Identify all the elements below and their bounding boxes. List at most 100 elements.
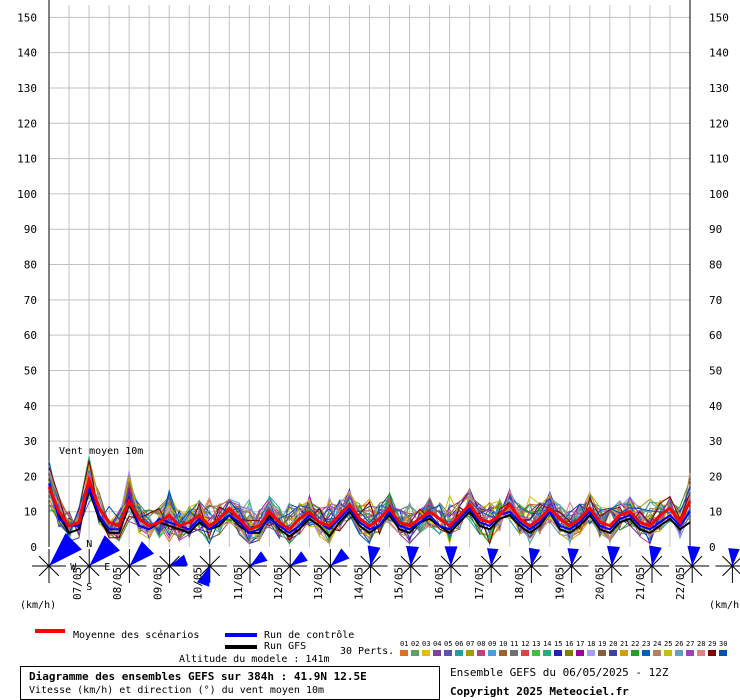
pert-legend-number: 24 — [653, 640, 662, 648]
wind-wedge — [567, 548, 579, 566]
pert-legend-number: 26 — [675, 640, 684, 648]
pert-legend-number: 29 — [708, 640, 717, 648]
legend-gfs-swatch — [225, 645, 257, 649]
y-tick-label-left: 40 — [24, 400, 37, 413]
y-tick-label-right: 20 — [709, 470, 722, 483]
pert-legend-number: 03 — [422, 640, 431, 648]
wind-wedge — [367, 545, 381, 566]
wind-roses: N S E W — [32, 533, 740, 593]
x-date-label: 11/05 — [232, 567, 245, 600]
y-tick-label-right: 50 — [709, 364, 722, 377]
y-tick-label-left: 100 — [17, 188, 37, 201]
wind-rose — [313, 548, 350, 583]
wind-rose — [514, 547, 549, 583]
pert-legend-swatch — [488, 650, 496, 656]
wind-rose — [152, 549, 188, 583]
y-tick-label-left: 30 — [24, 435, 37, 448]
series-label: Vent moyen 10m — [59, 446, 144, 457]
pert-legend-number: 17 — [576, 640, 585, 648]
x-date-label: 19/05 — [553, 567, 566, 600]
pert-legend-swatch — [576, 650, 584, 656]
pert-legend-swatch — [554, 650, 562, 656]
pert-legend-number: 28 — [697, 640, 706, 648]
compass-letter: E — [104, 562, 110, 573]
wind-wedge — [89, 535, 120, 566]
pert-legend-swatch — [422, 650, 430, 656]
pert-line — [48, 477, 691, 545]
legend-mean-label: Moyenne des scénarios — [73, 630, 200, 641]
y-tick-label-right: 90 — [709, 223, 722, 236]
pert-legend-swatch — [499, 650, 507, 656]
pert-legend-number: 07 — [466, 640, 475, 648]
y-tick-label-right: 130 — [709, 82, 729, 95]
legend-mean-swatch — [35, 629, 65, 633]
pert-legend-number: 22 — [631, 640, 640, 648]
pert-legend-number: 04 — [433, 640, 442, 648]
y-tick-label-right: 140 — [709, 47, 729, 60]
wind-rose — [353, 545, 388, 583]
y-tick-label-left: 110 — [17, 153, 37, 166]
y-tick-label-right: 0 — [709, 541, 716, 554]
wind-wedge — [649, 545, 662, 566]
pert-legend-number: 11 — [510, 640, 519, 648]
wind-rose — [273, 549, 308, 583]
wind-wedge — [330, 548, 350, 566]
x-date-label: 13/05 — [312, 567, 325, 600]
wind-rose — [434, 546, 468, 583]
wind-rose — [192, 549, 227, 587]
pert-legend-swatch — [543, 650, 551, 656]
y-tick-label-left: 0 — [30, 541, 37, 554]
wind-rose — [233, 549, 268, 583]
wind-rose — [594, 545, 629, 583]
x-date-label: 07/05 — [71, 567, 84, 600]
wind-wedge — [528, 547, 541, 566]
wind-wedge — [687, 545, 701, 566]
x-date-label: 17/05 — [473, 567, 486, 600]
x-date-label: 10/05 — [192, 567, 205, 600]
y-tick-label-left: 120 — [17, 117, 37, 130]
wind-rose — [554, 548, 589, 583]
info-box-title: Diagramme des ensembles GEFS sur 384h : … — [29, 670, 367, 683]
x-date-label: 16/05 — [433, 567, 446, 600]
pert-legend-number: 15 — [554, 640, 563, 648]
pert-legend-number: 16 — [565, 640, 574, 648]
pert-legend-number: 06 — [455, 640, 464, 648]
pert-legend-number: 23 — [642, 640, 651, 648]
wind-rose — [393, 545, 428, 583]
chart-grid — [48, 0, 691, 547]
wind-wedge — [444, 546, 458, 566]
y-axis-left: 0 10 20 30 40 50 60 70 80 90 100 110 120 130 140 150 — [17, 11, 37, 554]
pert-legend-swatch — [664, 650, 672, 656]
pert-legend-number: 05 — [444, 640, 453, 648]
legend-gfs-label: Run GFS — [264, 641, 307, 652]
y-tick-label-left: 10 — [24, 506, 37, 519]
run-info: Ensemble GEFS du 06/05/2025 - 12Z — [450, 666, 669, 679]
pert-legend-swatch — [455, 650, 463, 656]
pert-legend-swatch — [675, 650, 683, 656]
y-tick-label-left: 60 — [24, 329, 37, 342]
pert-legend-swatch — [697, 650, 705, 656]
pert-legend-swatch — [466, 650, 474, 656]
pert-legend-swatch — [708, 650, 716, 656]
x-axis-date-labels: 07/05 08/05 09/05 10/05 11/05 12/05 13/05 14/05… — [71, 567, 687, 600]
pert-legend-number: 18 — [587, 640, 596, 648]
wind-wedge — [487, 548, 499, 566]
pert-legend-swatch — [444, 650, 452, 656]
pert-legend-swatch — [587, 650, 595, 656]
y-tick-label-left: 80 — [24, 259, 37, 272]
wind-wedge — [406, 545, 419, 566]
compass-letter: W — [70, 562, 77, 573]
y-tick-label-right: 40 — [709, 400, 722, 413]
pert-legend-swatch — [686, 650, 694, 656]
copyright: Copyright 2025 Meteociel.fr — [450, 685, 629, 698]
wind-wedge — [169, 554, 188, 566]
y-tick-label-left: 70 — [24, 294, 37, 307]
x-date-label: 12/05 — [272, 567, 285, 600]
y-tick-label-right: 10 — [709, 506, 722, 519]
x-date-label: 22/05 — [674, 567, 687, 600]
compass-letter: N — [86, 539, 92, 550]
pert-legend-number: 12 — [521, 640, 530, 648]
x-date-label: 15/05 — [393, 567, 406, 600]
pert-legend-swatch — [620, 650, 628, 656]
